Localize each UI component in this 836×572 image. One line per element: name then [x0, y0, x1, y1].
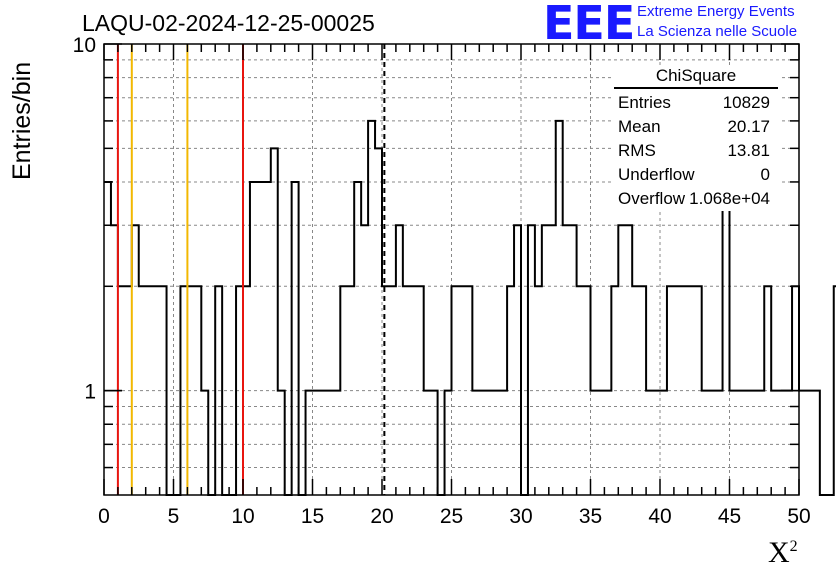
x-tick-label: 10 — [231, 505, 254, 528]
logo-line-2: La Scienza nelle Scuole — [637, 23, 798, 40]
x-axis-label: X2 — [768, 536, 798, 569]
x-tick-label: 30 — [509, 505, 532, 528]
x-tick-label: 15 — [301, 505, 324, 528]
stats-box: ChiSquare Entries 10829 Mean 20.17 RMS 13.8… — [612, 66, 780, 211]
logo-line-1: Extreme Energy Events — [637, 3, 795, 20]
chart-title: LAQU-02-2024-12-25-00025 — [82, 10, 375, 36]
stats-row-mean: Mean 20.17 — [618, 117, 770, 136]
y-axis-label: Entries/bin — [8, 61, 36, 180]
stats-row-overflow: Overflow 1.068e+04 — [618, 189, 770, 208]
stats-row-rms: RMS 13.81 — [618, 141, 770, 160]
x-tick-label: 20 — [370, 505, 393, 528]
marker-lines — [116, 44, 386, 495]
x-tick-label: 40 — [648, 505, 671, 528]
y-tick-label: 10 — [73, 34, 96, 57]
x-tick-label: 5 — [168, 505, 180, 528]
axis-ticks: 0 5 10 15 20 25 30 35 40 45 50 1 10 — [73, 34, 811, 528]
x-tick-label: 35 — [579, 505, 602, 528]
y-tick-label: 1 — [84, 381, 96, 404]
stats-row-underflow: Underflow 0 — [618, 165, 770, 184]
x-tick-label: 45 — [718, 505, 741, 528]
x-tick-label: 50 — [787, 505, 810, 528]
stats-row-entries: Entries 10829 — [618, 93, 770, 112]
x-tick-label: 0 — [98, 505, 110, 528]
histogram-bars — [104, 119, 836, 496]
stats-title: ChiSquare — [614, 66, 778, 89]
x-tick-label: 25 — [440, 505, 463, 528]
eee-logo: EEE — [543, 0, 635, 50]
